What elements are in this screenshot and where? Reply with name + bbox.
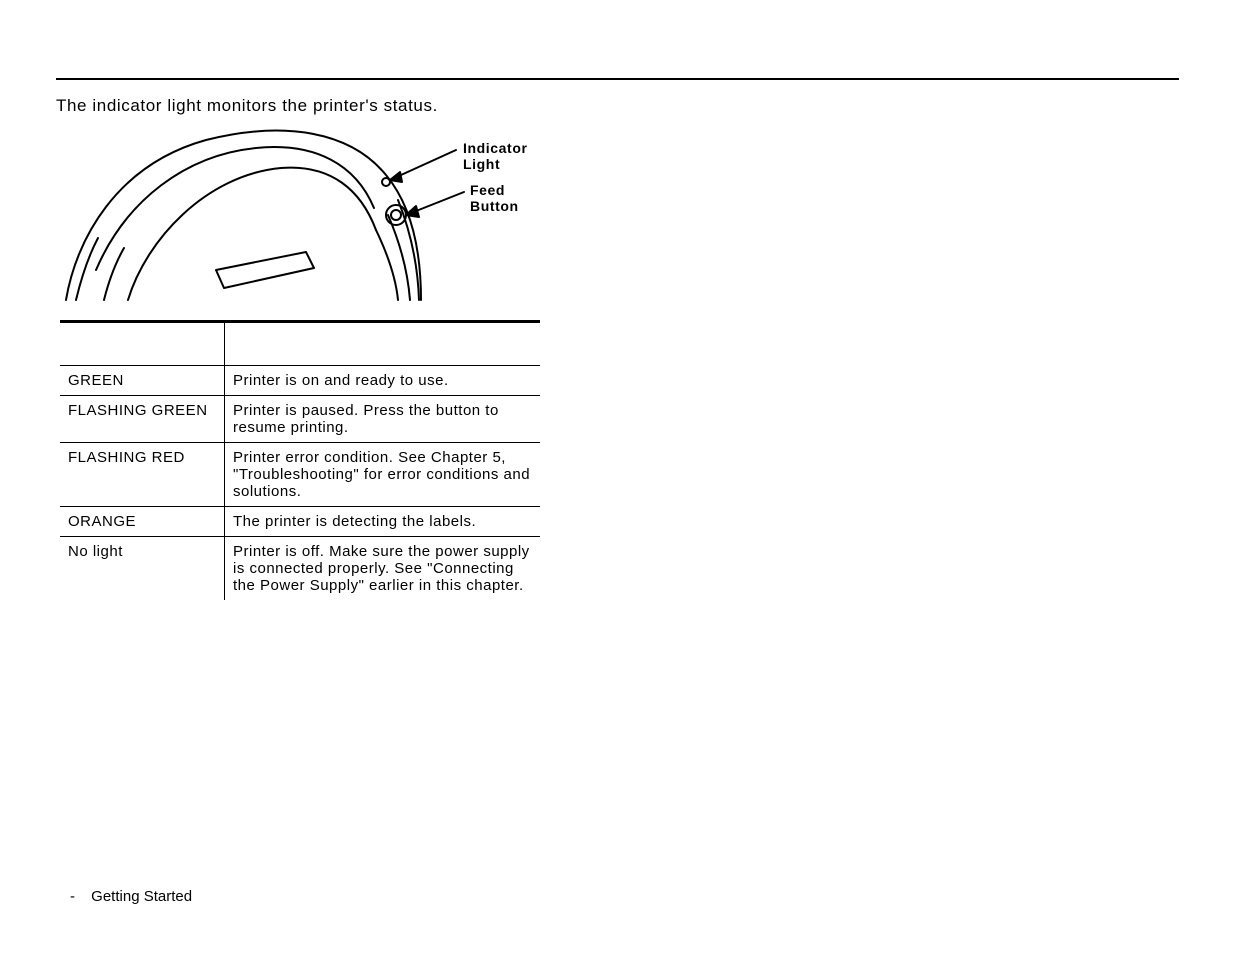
status-cell: FLASHING RED (60, 443, 225, 507)
table-row: ORANGE The printer is detecting the labe… (60, 507, 540, 537)
status-cell: FLASHING GREEN (60, 396, 225, 443)
callout-feed-button: Feed Button (470, 182, 546, 214)
status-cell: ORANGE (60, 507, 225, 537)
table-row: FLASHING GREEN Printer is paused. Press … (60, 396, 540, 443)
status-table: GREEN Printer is on and ready to use. FL… (60, 320, 540, 600)
footer-dash: - (70, 888, 75, 905)
desc-cell: Printer is paused. Press the button to r… (225, 396, 541, 443)
desc-cell: Printer is on and ready to use. (225, 366, 541, 396)
desc-cell: Printer error condition. See Chapter 5, … (225, 443, 541, 507)
page: The indicator light monitors the printer… (0, 0, 1235, 954)
footer: - Getting Started (70, 888, 192, 905)
table-row: No light Printer is off. Make sure the p… (60, 537, 540, 601)
table-header-left (60, 322, 225, 366)
table-header-right (225, 322, 541, 366)
footer-section: Getting Started (91, 888, 192, 905)
callout-indicator-light: Indicator Light (463, 140, 546, 172)
status-cell: GREEN (60, 366, 225, 396)
printer-diagram: Indicator Light Feed Button (56, 120, 546, 310)
table-row: FLASHING RED Printer error condition. Se… (60, 443, 540, 507)
top-rule (56, 78, 1179, 80)
desc-cell: Printer is off. Make sure the power supp… (225, 537, 541, 601)
status-cell: No light (60, 537, 225, 601)
table-row: GREEN Printer is on and ready to use. (60, 366, 540, 396)
table-header-row (60, 322, 540, 366)
desc-cell: The printer is detecting the labels. (225, 507, 541, 537)
intro-text: The indicator light monitors the printer… (56, 96, 438, 116)
